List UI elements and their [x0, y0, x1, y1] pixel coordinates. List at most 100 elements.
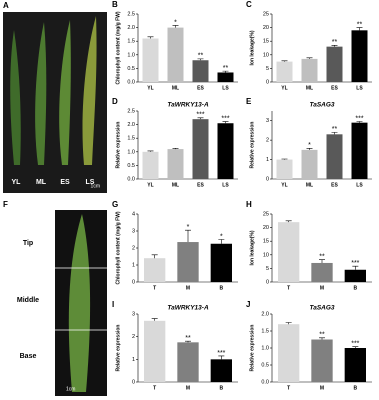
y-axis-label: Ion leakage(%) — [249, 30, 255, 65]
y-axis-label: Chlorophyll content (mg/g FW) — [115, 211, 121, 284]
x-tick-label: LS — [222, 85, 229, 91]
y-tick-label: 3 — [132, 228, 135, 234]
photo-label: LS — [86, 179, 95, 186]
x-tick-label: ES — [331, 182, 338, 188]
significance: ** — [198, 53, 204, 60]
y-tick-label: 1.0 — [261, 345, 269, 351]
bar — [351, 122, 368, 179]
y-axis-label: Chlorophyll content (mg/g FW) — [115, 11, 121, 84]
bar — [311, 262, 333, 282]
error-bar — [172, 25, 179, 28]
y-axis-label: Relative expression — [115, 122, 121, 169]
significance: ** — [223, 65, 229, 72]
error-bar — [185, 229, 191, 243]
error-bar — [147, 36, 154, 39]
error-bar — [331, 132, 338, 135]
panel-letter: E — [246, 97, 252, 106]
x-tick-label: M — [186, 285, 190, 291]
y-tick-label: 1.5 — [127, 136, 135, 142]
y-tick-label: 25 — [263, 211, 269, 217]
x-tick-label: ES — [331, 85, 338, 91]
y-tick-label: 0.5 — [127, 66, 135, 72]
bar — [217, 123, 234, 179]
error-bar — [306, 148, 313, 150]
error-bar — [281, 158, 288, 160]
x-tick-label: YL — [147, 182, 153, 188]
y-tick-label: 1.0 — [127, 52, 135, 58]
y-tick-label: 4 — [132, 211, 135, 217]
panel-letter: G — [112, 200, 118, 209]
bar — [278, 324, 300, 382]
bar — [192, 60, 209, 82]
y-tick-label: 0 — [132, 279, 135, 285]
bar — [177, 242, 199, 282]
y-tick-label: 3 — [266, 118, 269, 124]
error-bar — [331, 44, 338, 47]
bar — [144, 320, 166, 382]
y-tick-label: 20 — [263, 25, 269, 31]
error-bar — [356, 121, 363, 123]
x-tick-label: YL — [281, 85, 287, 91]
region-label: Middle — [17, 297, 39, 304]
error-bar — [352, 346, 359, 348]
significance: *** — [351, 340, 359, 347]
photo-label: ML — [36, 179, 47, 186]
y-tick-label: 0 — [266, 79, 269, 85]
bar — [210, 243, 232, 282]
leaf — [82, 16, 97, 165]
bar — [217, 72, 234, 82]
significance: *** — [221, 115, 229, 122]
error-bar — [319, 259, 325, 263]
x-tick-label: ML — [306, 85, 313, 91]
y-tick-label: 20 — [263, 225, 269, 231]
x-tick-label: B — [220, 385, 224, 391]
y-tick-label: 2 — [266, 138, 269, 144]
bar — [301, 58, 318, 82]
error-bar — [285, 322, 292, 325]
x-tick-label: B — [354, 385, 358, 391]
y-tick-label: 5 — [266, 66, 269, 72]
significance: * — [187, 224, 190, 231]
error-bar — [197, 117, 204, 120]
error-bar — [306, 57, 313, 59]
bar — [167, 27, 184, 83]
photo-label: ES — [60, 179, 70, 186]
x-tick-label: M — [320, 285, 324, 291]
x-tick-label: ES — [197, 182, 204, 188]
x-tick-label: T — [153, 385, 156, 391]
bar — [177, 342, 199, 382]
y-tick-label: 0.5 — [261, 362, 269, 368]
y-tick-label: 2.0 — [127, 25, 135, 31]
bar — [326, 46, 343, 82]
significance: ** — [185, 335, 191, 342]
error-bar — [172, 147, 179, 150]
x-tick-label: ES — [197, 85, 204, 91]
y-tick-label: 15 — [263, 239, 269, 245]
significance: ** — [332, 126, 338, 133]
y-axis-label: Relative expression — [249, 325, 255, 372]
y-tick-label: 0 — [266, 279, 269, 285]
significance: ** — [319, 332, 325, 339]
y-tick-label: 1 — [132, 262, 135, 268]
significance: *** — [196, 112, 204, 119]
x-tick-label: T — [287, 385, 290, 391]
significance: *** — [355, 115, 363, 122]
leaf — [10, 30, 21, 165]
bar — [351, 30, 368, 82]
bar — [210, 359, 232, 382]
error-bar — [285, 220, 292, 223]
y-tick-label: 2 — [132, 245, 135, 251]
region-label: Tip — [23, 240, 33, 247]
error-bar — [319, 337, 325, 340]
error-bar — [222, 70, 229, 73]
error-bar — [197, 58, 204, 61]
bar — [344, 348, 366, 382]
bar — [142, 38, 159, 82]
y-tick-label: 1.5 — [261, 328, 269, 334]
x-tick-label: T — [287, 285, 290, 291]
y-tick-label: 10 — [263, 252, 269, 258]
panel-letter: F — [3, 200, 8, 209]
error-bar — [147, 150, 154, 152]
bar — [311, 339, 333, 382]
y-tick-label: 1.0 — [127, 149, 135, 155]
